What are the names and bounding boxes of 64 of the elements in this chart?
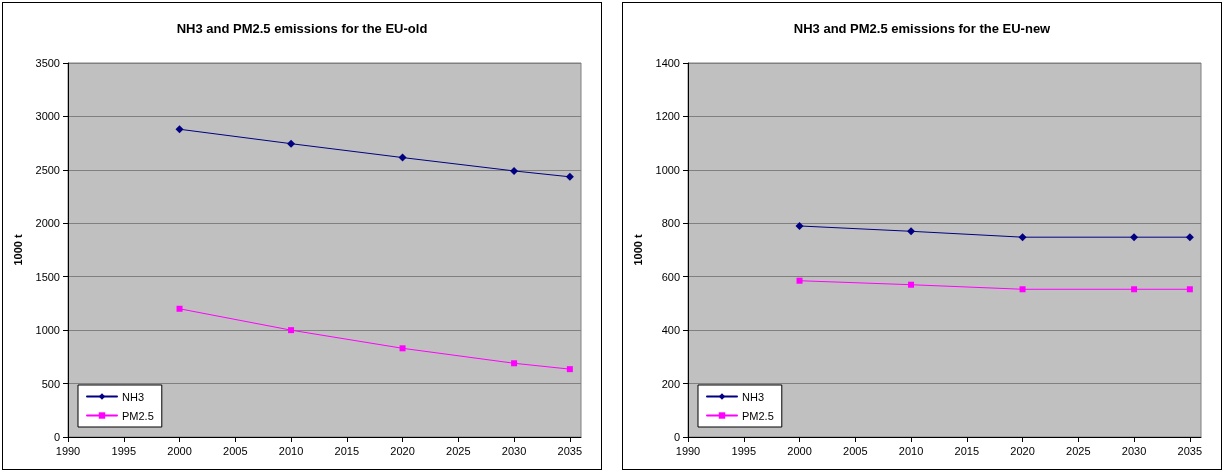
- legend-label: NH3: [742, 390, 765, 403]
- point: [796, 277, 803, 284]
- y-tick-label: 200: [661, 377, 680, 390]
- x-tick-label: 2020: [1010, 444, 1035, 457]
- x-tick-label: 2030: [501, 444, 527, 457]
- x-tick-label: 1995: [111, 444, 136, 457]
- x-tick-label: 2025: [446, 444, 471, 457]
- y-tick-label: 2000: [35, 217, 60, 230]
- y-tick-label: 3500: [35, 57, 60, 69]
- legend-label: PM2.5: [742, 409, 774, 422]
- point: [908, 281, 915, 288]
- point: [565, 172, 574, 181]
- y-tick-label: 0: [53, 431, 60, 443]
- point: [175, 125, 184, 134]
- point: [1131, 286, 1138, 293]
- point: [399, 345, 406, 352]
- point: [1186, 286, 1193, 293]
- y-tick-label: 0: [673, 431, 680, 443]
- x-tick-label: 2030: [1121, 444, 1147, 457]
- point: [511, 360, 518, 367]
- x-tick-label: 1990: [675, 444, 701, 457]
- point: [398, 153, 407, 162]
- x-tick-label: 2010: [898, 444, 924, 457]
- y-axis-title: 1000 t: [631, 234, 644, 266]
- y-tick-label: 400: [661, 324, 680, 337]
- point: [1018, 233, 1027, 242]
- y-tick-label: 600: [661, 270, 680, 283]
- y-tick-label: 1400: [655, 57, 680, 69]
- point: [1185, 233, 1194, 242]
- chart-title: NH3 and PM2.5 emissions for the EU-old: [176, 21, 428, 36]
- point: [288, 327, 295, 334]
- point: [566, 366, 573, 373]
- legend-label: NH3: [122, 390, 145, 403]
- x-tick-label: 2000: [167, 444, 192, 457]
- y-tick-label: 1000: [655, 163, 680, 176]
- legend-label: PM2.5: [122, 409, 154, 422]
- y-tick-label: 1500: [35, 270, 60, 283]
- x-tick-label: 2005: [223, 444, 248, 457]
- point: [1019, 286, 1026, 293]
- x-tick-label: 2000: [787, 444, 812, 457]
- y-axis-title: 1000 t: [11, 234, 24, 266]
- y-tick-label: 1200: [655, 110, 680, 123]
- x-tick-label: 2015: [954, 444, 980, 457]
- point: [510, 166, 519, 175]
- point: [287, 139, 296, 148]
- point: [795, 221, 804, 230]
- chart-title: NH3 and PM2.5 emissions for the EU-new: [793, 21, 1052, 36]
- x-tick-label: 2010: [278, 444, 304, 457]
- x-tick-label: 2035: [557, 444, 583, 457]
- point: [907, 227, 916, 236]
- x-tick-label: 2005: [843, 444, 868, 457]
- x-tick-label: 2020: [390, 444, 415, 457]
- y-tick-label: 1000: [35, 324, 60, 337]
- x-tick-label: 1995: [731, 444, 756, 457]
- x-tick-label: 2015: [334, 444, 360, 457]
- y-tick-label: 2500: [35, 163, 60, 176]
- y-tick-label: 800: [661, 217, 680, 230]
- x-tick-label: 2025: [1066, 444, 1091, 457]
- point: [176, 305, 183, 312]
- x-tick-label: 1990: [55, 444, 81, 457]
- x-tick-label: 2035: [1177, 444, 1203, 457]
- y-tick-label: 3000: [35, 110, 60, 123]
- y-tick-label: 500: [41, 377, 60, 390]
- point: [1130, 233, 1139, 242]
